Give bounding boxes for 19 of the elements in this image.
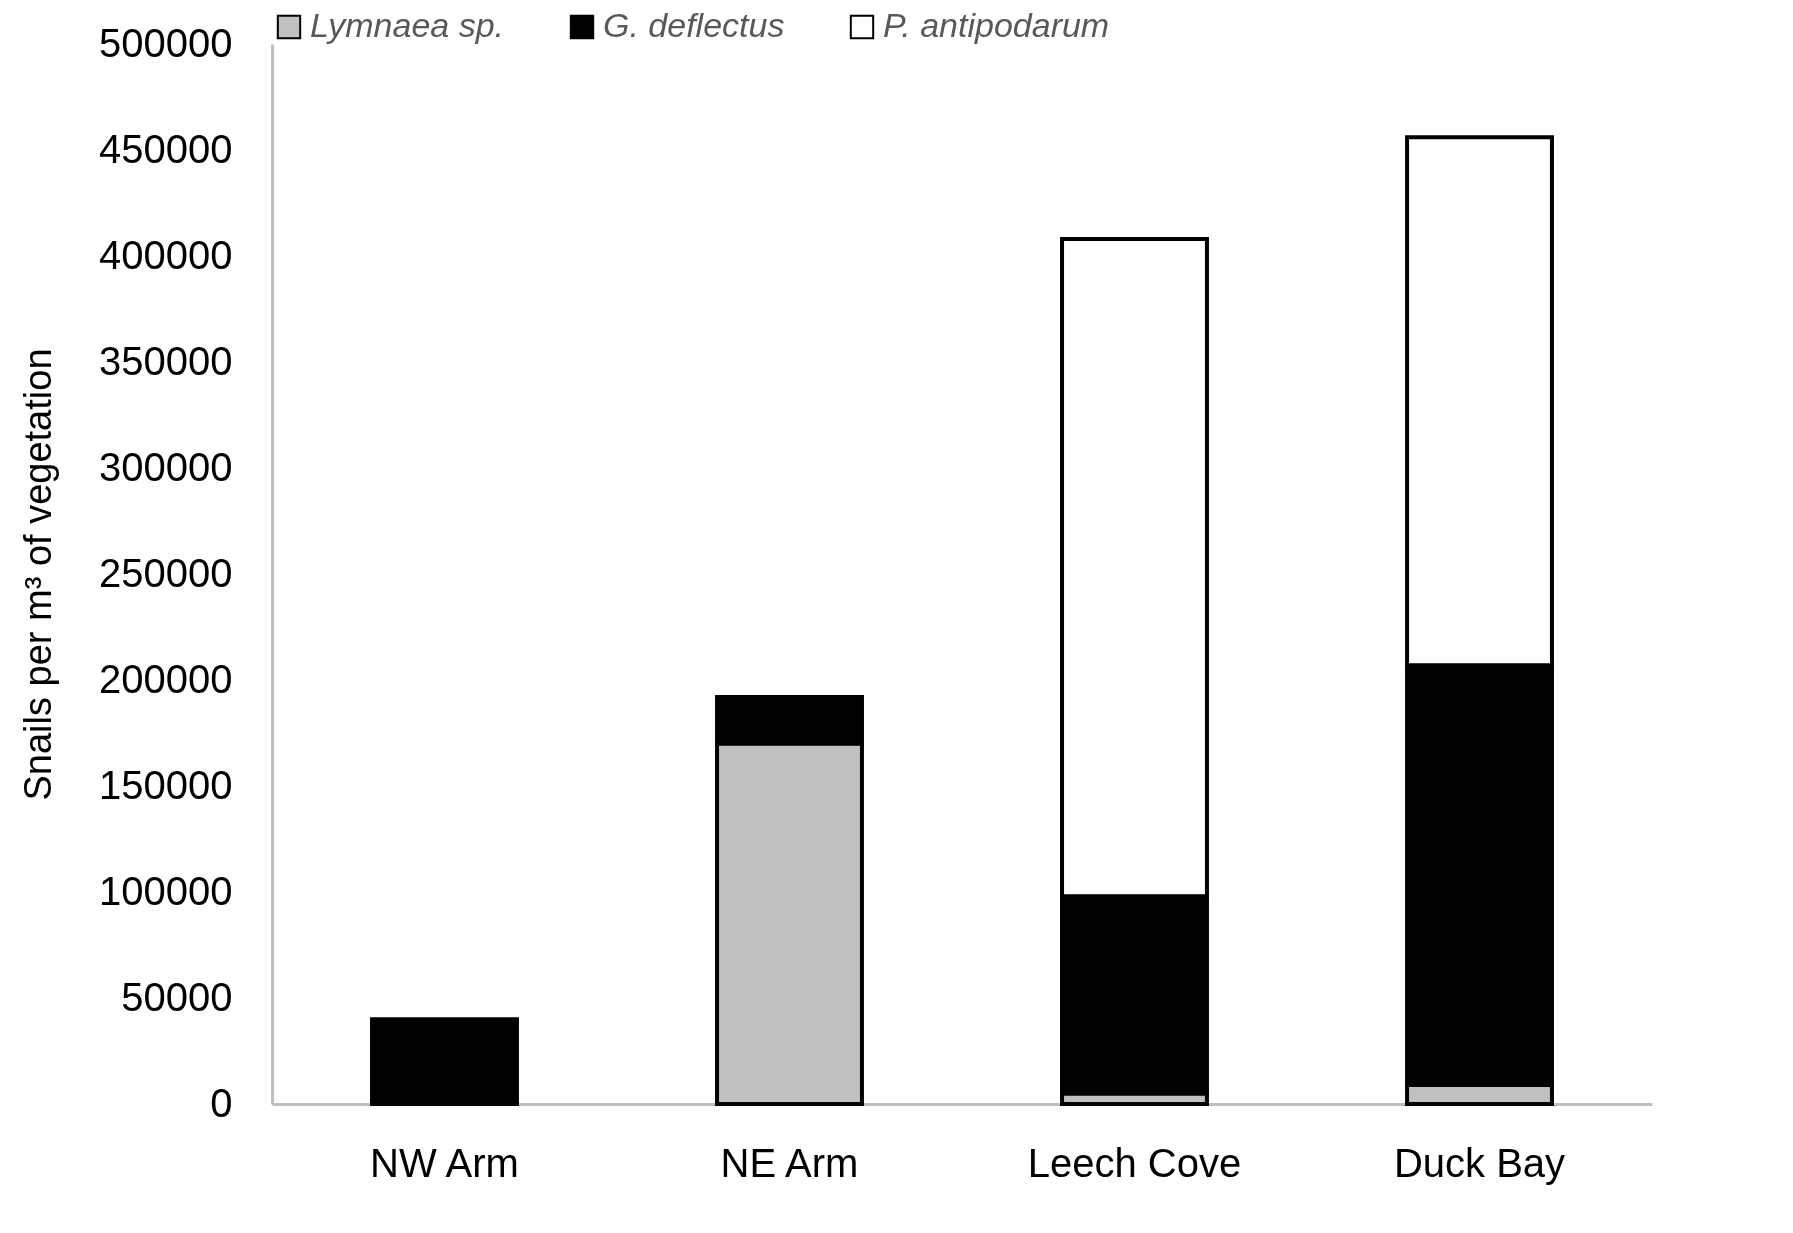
x-tick-label: Leech Cove — [1027, 1140, 1242, 1185]
y-tick-label: 100000 — [99, 868, 233, 913]
y-tick-label: 450000 — [99, 126, 233, 171]
x-tick-label: NW Arm — [370, 1140, 519, 1185]
y-axis-title: Snails per m³ of vegetation — [17, 348, 60, 801]
y-tick-label: 500000 — [99, 20, 233, 65]
y-tick-label: 250000 — [99, 550, 233, 595]
x-tick-label: Duck Bay — [1393, 1140, 1566, 1185]
y-tick-label: 400000 — [99, 232, 233, 277]
legend-label: P. antipodarum — [883, 6, 1110, 44]
y-tick-label: 300000 — [99, 444, 233, 489]
y-tick-label: 50000 — [121, 974, 233, 1019]
legend-label: Lymnaea sp. — [310, 6, 505, 44]
y-tick-label: 350000 — [99, 338, 233, 383]
legend-label: G. deflectus — [603, 6, 785, 44]
y-tick-label: 150000 — [99, 762, 233, 807]
x-tick-label: NE Arm — [720, 1140, 859, 1185]
y-tick-label: 0 — [210, 1080, 233, 1125]
y-tick-label: 200000 — [99, 656, 233, 701]
